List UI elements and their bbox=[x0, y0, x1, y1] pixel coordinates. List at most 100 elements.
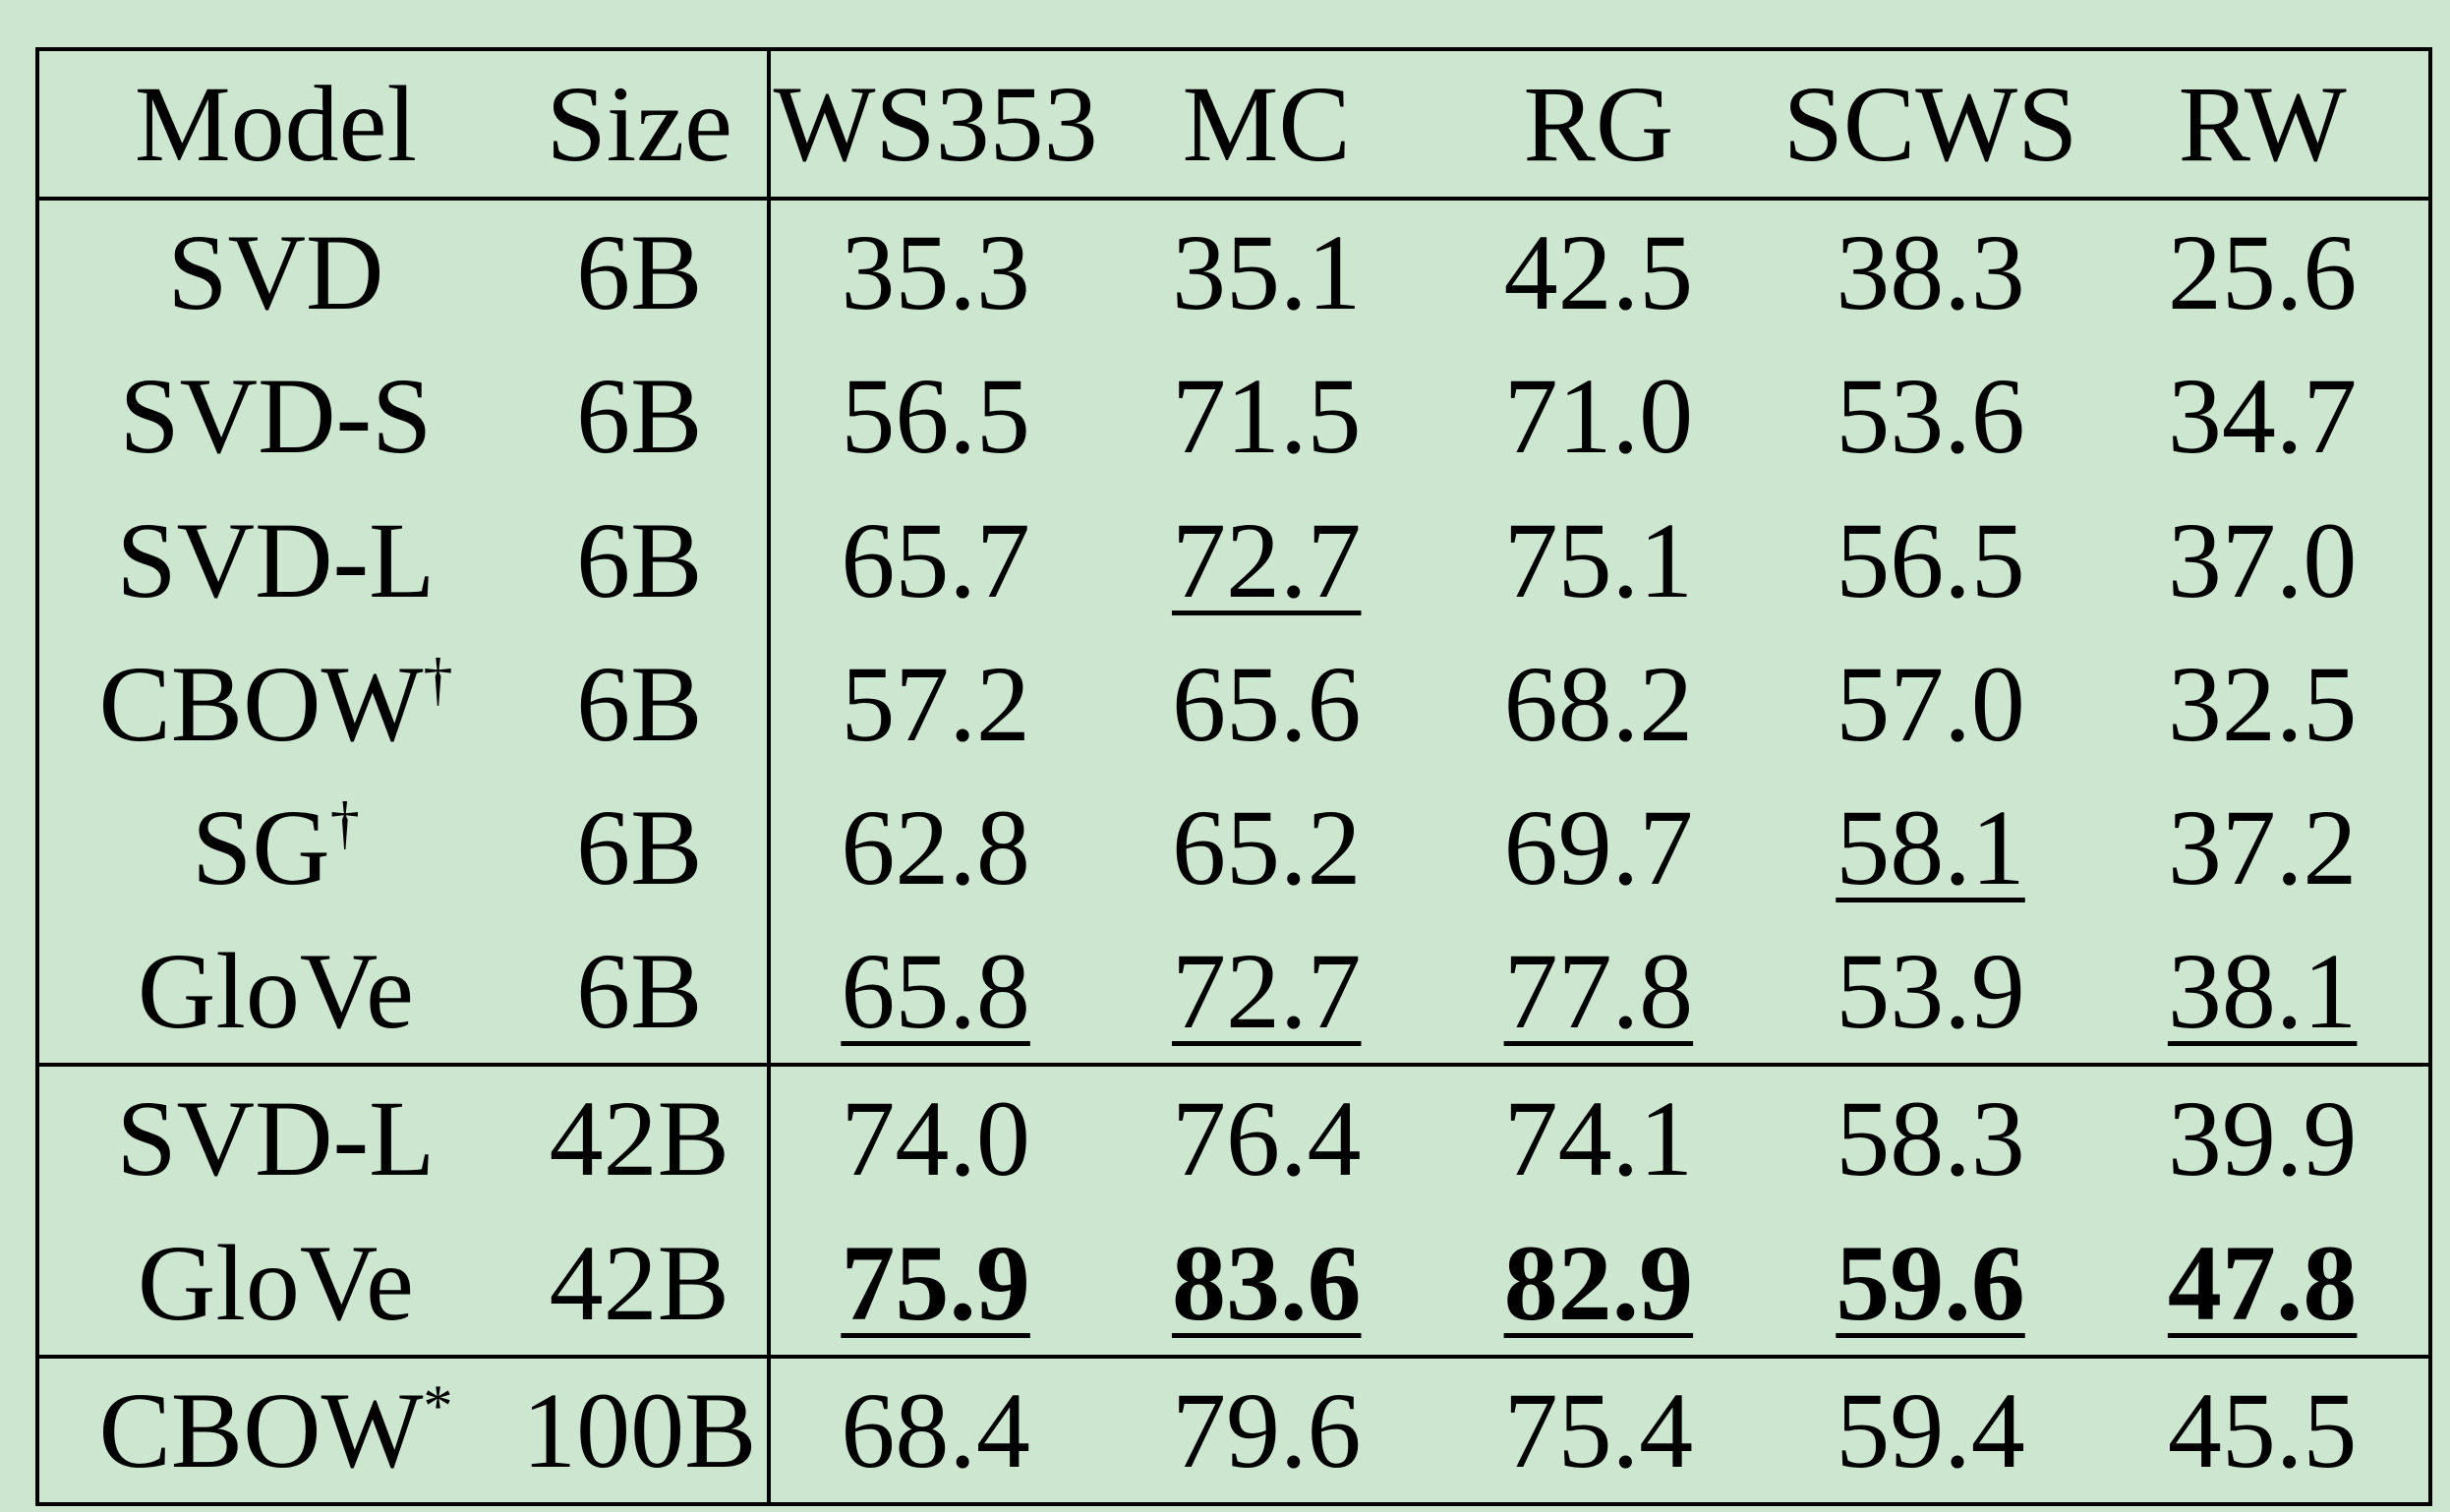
size-cell: 6B bbox=[511, 488, 771, 632]
score-cell: 65.2 bbox=[1100, 776, 1432, 919]
score-cell: 75.9 bbox=[769, 1211, 1101, 1357]
score-value: 45.5 bbox=[2167, 1369, 2358, 1490]
score-cell: 82.9 bbox=[1432, 1211, 1765, 1357]
score-cell: 79.6 bbox=[1100, 1354, 1433, 1502]
score-cell: 58.1 bbox=[1765, 776, 2097, 919]
score-cell: 38.3 bbox=[1765, 199, 2097, 344]
score-cell: 77.8 bbox=[1432, 919, 1765, 1065]
score-value: 42.5 bbox=[1503, 212, 1694, 333]
model-footnote-mark: † bbox=[329, 789, 360, 855]
model-name: CBOW bbox=[98, 643, 424, 764]
score-cell: 59.4 bbox=[1764, 1354, 2097, 1502]
column-header-ws353: WS353 bbox=[768, 51, 1101, 201]
table-row: GloVe 42B 75.9 83.6 82.9 59.6 47.8 bbox=[39, 1210, 2428, 1357]
score-value: 74.1 bbox=[1503, 1078, 1694, 1199]
score-cell: 56.5 bbox=[769, 344, 1101, 488]
score-value: 77.8 bbox=[1503, 931, 1694, 1052]
score-cell: 35.1 bbox=[1100, 199, 1432, 344]
model-cell: SVD-L bbox=[39, 488, 512, 631]
score-value: 57.2 bbox=[841, 643, 1030, 764]
model-cell: CBOW* bbox=[39, 1354, 512, 1502]
model-name: GloVe bbox=[137, 931, 414, 1052]
score-cell: 62.8 bbox=[769, 776, 1101, 919]
score-cell: 69.7 bbox=[1432, 776, 1765, 919]
score-cell: 58.3 bbox=[1764, 1063, 2097, 1211]
size-cell: 42B bbox=[511, 1063, 771, 1211]
size-cell: 100B bbox=[511, 1354, 771, 1502]
score-value: 37.2 bbox=[2167, 786, 2358, 907]
score-value: 75.1 bbox=[1503, 499, 1694, 620]
table-row: SG† 6B 62.8 65.2 69.7 58.1 37.2 bbox=[39, 775, 2428, 920]
score-cell: 74.1 bbox=[1432, 1063, 1765, 1211]
column-header-size: Size bbox=[511, 51, 771, 201]
score-value: 65.7 bbox=[841, 499, 1030, 620]
model-name: SVD-L bbox=[116, 1078, 436, 1199]
score-cell: 47.8 bbox=[2096, 1211, 2428, 1357]
score-cell: 74.0 bbox=[768, 1063, 1101, 1211]
score-value: 59.6 bbox=[1836, 1222, 2025, 1343]
table-row: SVD-L 42B 74.0 76.4 74.1 58.3 39.9 bbox=[39, 1063, 2428, 1211]
score-value: 53.9 bbox=[1836, 931, 2025, 1052]
score-cell: 71.5 bbox=[1100, 344, 1432, 488]
score-value: 58.1 bbox=[1836, 786, 2025, 907]
score-cell: 83.6 bbox=[1100, 1211, 1432, 1357]
score-cell: 45.5 bbox=[2096, 1354, 2428, 1502]
model-name: SVD-L bbox=[116, 499, 436, 620]
score-value: 47.8 bbox=[2167, 1222, 2358, 1343]
model-cell: GloVe bbox=[39, 919, 512, 1065]
score-value: 65.8 bbox=[841, 931, 1030, 1052]
score-value: 57.0 bbox=[1836, 643, 2025, 764]
score-cell: 59.6 bbox=[1765, 1211, 2097, 1357]
score-value: 72.7 bbox=[1171, 931, 1362, 1052]
results-table-frame: Model Size WS353 MC RG SCWS RW SVD 6B 35.3… bbox=[35, 47, 2432, 1506]
score-value: 68.2 bbox=[1503, 643, 1694, 764]
table-body: SVD 6B 35.3 35.1 42.5 38.3 25.6 SVD-S 6B 56.5 71.5… bbox=[39, 199, 2428, 1502]
score-cell: 42.5 bbox=[1432, 199, 1765, 344]
score-cell: 32.5 bbox=[2096, 632, 2428, 776]
score-cell: 65.6 bbox=[1100, 632, 1432, 776]
model-name: GloVe bbox=[137, 1222, 414, 1343]
score-cell: 68.4 bbox=[768, 1354, 1101, 1502]
size-cell: 6B bbox=[511, 344, 771, 489]
score-value: 79.6 bbox=[1171, 1369, 1362, 1490]
score-value: 32.5 bbox=[2167, 643, 2358, 764]
column-header-rw: RW bbox=[2096, 51, 2428, 201]
score-cell: 72.7 bbox=[1100, 919, 1432, 1065]
model-cell: SVD-L bbox=[39, 1063, 512, 1211]
score-value: 76.4 bbox=[1171, 1078, 1362, 1199]
score-value: 82.9 bbox=[1503, 1222, 1694, 1343]
score-cell: 37.0 bbox=[2096, 488, 2428, 631]
score-cell: 53.9 bbox=[1765, 919, 2097, 1065]
score-value: 75.4 bbox=[1503, 1369, 1694, 1490]
score-cell: 57.2 bbox=[769, 632, 1101, 776]
score-cell: 38.1 bbox=[2096, 919, 2428, 1065]
score-value: 62.8 bbox=[841, 786, 1030, 907]
score-value: 25.6 bbox=[2167, 212, 2358, 333]
score-value: 56.5 bbox=[1836, 499, 2025, 620]
score-cell: 71.0 bbox=[1432, 344, 1765, 488]
size-cell: 6B bbox=[511, 775, 771, 920]
score-value: 38.3 bbox=[1836, 212, 2025, 333]
model-cell: SG† bbox=[39, 776, 512, 919]
score-cell: 76.4 bbox=[1100, 1063, 1433, 1211]
column-header-mc: MC bbox=[1100, 51, 1433, 201]
score-value: 71.5 bbox=[1171, 356, 1362, 477]
model-name: CBOW bbox=[98, 1369, 424, 1490]
model-cell: SVD bbox=[39, 199, 512, 344]
column-header-scws: SCWS bbox=[1764, 51, 2097, 201]
score-cell: 75.4 bbox=[1432, 1354, 1765, 1502]
header-row: Model Size WS353 MC RG SCWS RW bbox=[39, 51, 2428, 201]
score-cell: 75.1 bbox=[1432, 488, 1765, 631]
score-cell: 65.7 bbox=[769, 488, 1101, 631]
score-value: 56.5 bbox=[841, 356, 1030, 477]
score-value: 35.3 bbox=[841, 212, 1030, 333]
model-cell: SVD-S bbox=[39, 344, 512, 488]
table-row: SVD-S 6B 56.5 71.5 71.0 53.6 34.7 bbox=[39, 344, 2428, 489]
table-row: CBOW* 100B 68.4 79.6 75.4 59.4 45.5 bbox=[39, 1354, 2428, 1502]
score-value: 75.9 bbox=[841, 1222, 1030, 1343]
size-cell: 6B bbox=[511, 919, 771, 1066]
table-row: CBOW† 6B 57.2 65.6 68.2 57.0 32.5 bbox=[39, 631, 2428, 776]
model-name: SVD-S bbox=[119, 356, 433, 477]
score-cell: 34.7 bbox=[2096, 344, 2428, 488]
score-cell: 25.6 bbox=[2096, 199, 2428, 344]
